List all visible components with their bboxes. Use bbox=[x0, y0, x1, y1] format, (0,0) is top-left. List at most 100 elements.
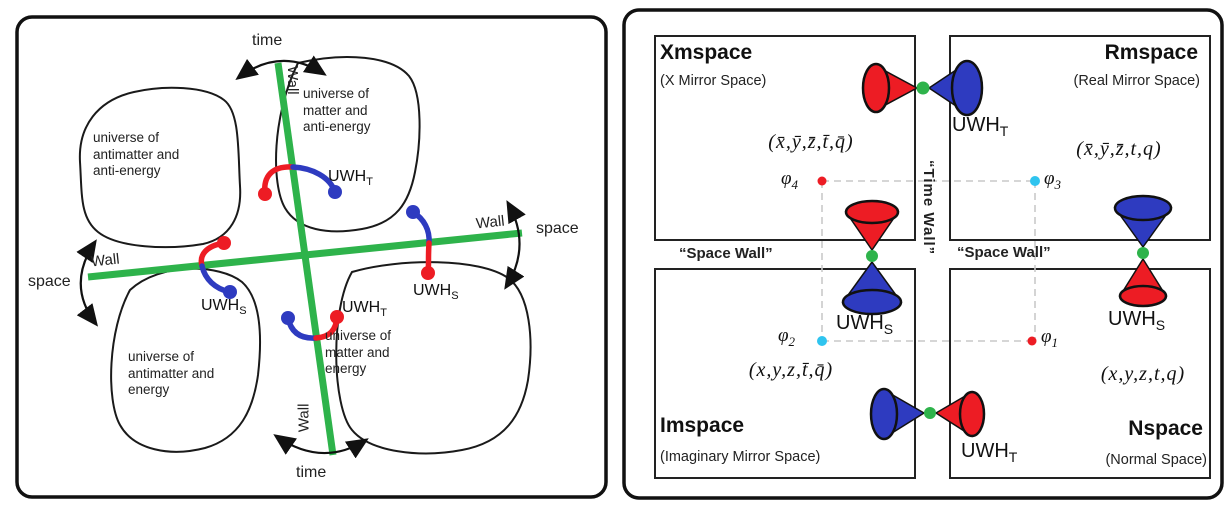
nspace-subtitle: (Normal Space) bbox=[1105, 452, 1207, 468]
universe-line: universe of bbox=[128, 349, 195, 364]
space-arrow-right bbox=[504, 200, 526, 290]
universe-blobs bbox=[78, 56, 532, 455]
imspace-subtitle: (Imaginary Mirror Space) bbox=[660, 449, 821, 465]
xmspace-coordinates: (x̄,ȳ,z̄,t̄,q̄) bbox=[768, 131, 854, 153]
time-label-bottom: time bbox=[296, 464, 327, 481]
cone-junction-dot bbox=[1137, 247, 1149, 259]
time-arrow-bottom bbox=[273, 434, 369, 459]
phi3-label: φ3 bbox=[1044, 168, 1062, 192]
cone-top-red bbox=[861, 62, 919, 114]
universe-line: universe of bbox=[325, 328, 392, 343]
universe-line: anti-energy bbox=[303, 119, 371, 135]
universe-line: antimatter and bbox=[128, 365, 215, 381]
universe-label-lower-right: universe of matter and energy bbox=[325, 328, 391, 378]
universe-line: matter and bbox=[303, 102, 368, 118]
universe-line: antimatter and bbox=[93, 146, 180, 162]
wormhole-endpoints bbox=[217, 185, 435, 325]
rmspace-box bbox=[949, 35, 1211, 241]
imspace-title: Imspace bbox=[660, 414, 745, 437]
phi2-label: φ2 bbox=[778, 325, 796, 349]
xmspace-box bbox=[654, 35, 916, 241]
nspace-box bbox=[949, 268, 1211, 479]
quadrant-boxes bbox=[654, 35, 1211, 479]
cone-right-red bbox=[1118, 257, 1168, 308]
space-label-right: space bbox=[536, 220, 579, 237]
uwh-t-label-bottom: UWHT bbox=[342, 299, 387, 320]
imspace-coordinates: (x,y,z,t̄,q̄) bbox=[748, 359, 834, 381]
wormhole-endpoint-blue bbox=[223, 285, 237, 299]
nspace-title: Nspace bbox=[1128, 417, 1203, 440]
universe-line: universe of bbox=[303, 86, 370, 101]
wormhole-endpoint-red bbox=[258, 187, 272, 201]
cone-bottom-red bbox=[934, 390, 986, 438]
wormhole-endpoint-red bbox=[217, 236, 231, 250]
cone-junction-dot bbox=[866, 250, 878, 262]
time-label-top: time bbox=[252, 32, 283, 49]
phi2-dot bbox=[817, 336, 827, 346]
imspace-box bbox=[654, 268, 916, 479]
phi-dots bbox=[817, 176, 1040, 346]
wormhole-endpoint-red bbox=[421, 266, 435, 280]
cone-bottom-blue bbox=[869, 387, 926, 441]
universe-blob-upper-right bbox=[275, 56, 421, 233]
nspace-coordinates: (x,y,z,t,q) bbox=[1100, 363, 1186, 385]
space-label-left: space bbox=[28, 273, 71, 290]
wall-label-top: Wall bbox=[283, 66, 301, 95]
rmspace-subtitle: (Real Mirror Space) bbox=[1073, 73, 1201, 89]
cone-right-blue bbox=[1113, 194, 1173, 249]
time-wall-label: “Time Wall” bbox=[919, 160, 937, 256]
cone-left-red bbox=[844, 199, 900, 252]
xmspace-title: Xmspace bbox=[660, 41, 753, 64]
uwh-t-label-top-right-panel: UWHT bbox=[952, 114, 1009, 139]
phi3-dot bbox=[1030, 176, 1040, 186]
cone-top-blue bbox=[927, 59, 984, 117]
wormhole-endpoint-red bbox=[330, 310, 344, 324]
space-arrow-left bbox=[76, 239, 99, 327]
uwh-t-label-top: UWHT bbox=[328, 168, 373, 189]
phi4-label: φ4 bbox=[781, 168, 799, 192]
space-wall-label-right: “Space Wall” bbox=[957, 244, 1051, 261]
universe-blob-upper-left bbox=[78, 86, 242, 249]
universe-line: universe of bbox=[93, 130, 160, 145]
universe-line: energy bbox=[325, 361, 367, 377]
phi1-dot bbox=[1027, 336, 1037, 346]
rmspace-title: Rmspace bbox=[1104, 41, 1198, 64]
rmspace-coordinates: (x̄,ȳ,z̄,t,q) bbox=[1076, 138, 1162, 160]
cone-junction-dot bbox=[924, 407, 936, 419]
universe-label-upper-left: universe of antimatter and anti-energy bbox=[93, 130, 179, 180]
universe-line: matter and bbox=[325, 344, 390, 360]
uwh-s-label-right: UWHS bbox=[413, 282, 459, 303]
phi4-dot bbox=[817, 176, 827, 186]
time-wall-line bbox=[274, 62, 337, 456]
universe-blob-lower-left bbox=[110, 267, 262, 453]
universe-line: anti-energy bbox=[93, 163, 161, 179]
space-wall-label-left: “Space Wall” bbox=[679, 245, 773, 262]
uwh-s-label-left-right-panel: UWHS bbox=[836, 312, 894, 337]
right-panel-frame bbox=[622, 8, 1224, 500]
uwh-cones bbox=[841, 59, 1173, 441]
uwh-t-label-bottom-right-panel: UWHT bbox=[961, 440, 1018, 465]
uwh-s-label-left: UWHS bbox=[201, 297, 247, 318]
wall-label-right: Wall bbox=[475, 212, 506, 233]
universe-label-upper-right: universe of matter and anti-energy bbox=[303, 86, 371, 136]
cone-left-blue bbox=[841, 260, 903, 316]
universe-label-lower-left: universe of antimatter and energy bbox=[128, 349, 214, 399]
wall-label-left: Wall bbox=[90, 250, 121, 271]
wormhole-endpoint-blue bbox=[328, 185, 342, 199]
space-wall-line bbox=[87, 229, 523, 281]
uwh-s-label-right-right-panel: UWHS bbox=[1108, 308, 1166, 333]
wall-lines bbox=[87, 62, 523, 456]
axis-arrows bbox=[76, 55, 526, 459]
xmspace-subtitle: (X Mirror Space) bbox=[660, 73, 767, 89]
wormhole-endpoint-blue bbox=[406, 205, 420, 219]
time-arrow-top bbox=[235, 55, 327, 80]
universe-line: energy bbox=[128, 382, 170, 398]
phi-dashed-rect bbox=[821, 180, 1036, 342]
cone-junction-dot bbox=[916, 81, 930, 95]
universe-blob-lower-right bbox=[335, 261, 532, 455]
wall-label-bottom: Wall bbox=[295, 403, 313, 433]
wormhole-endpoint-blue bbox=[281, 311, 295, 325]
phi1-label: φ1 bbox=[1041, 326, 1059, 350]
